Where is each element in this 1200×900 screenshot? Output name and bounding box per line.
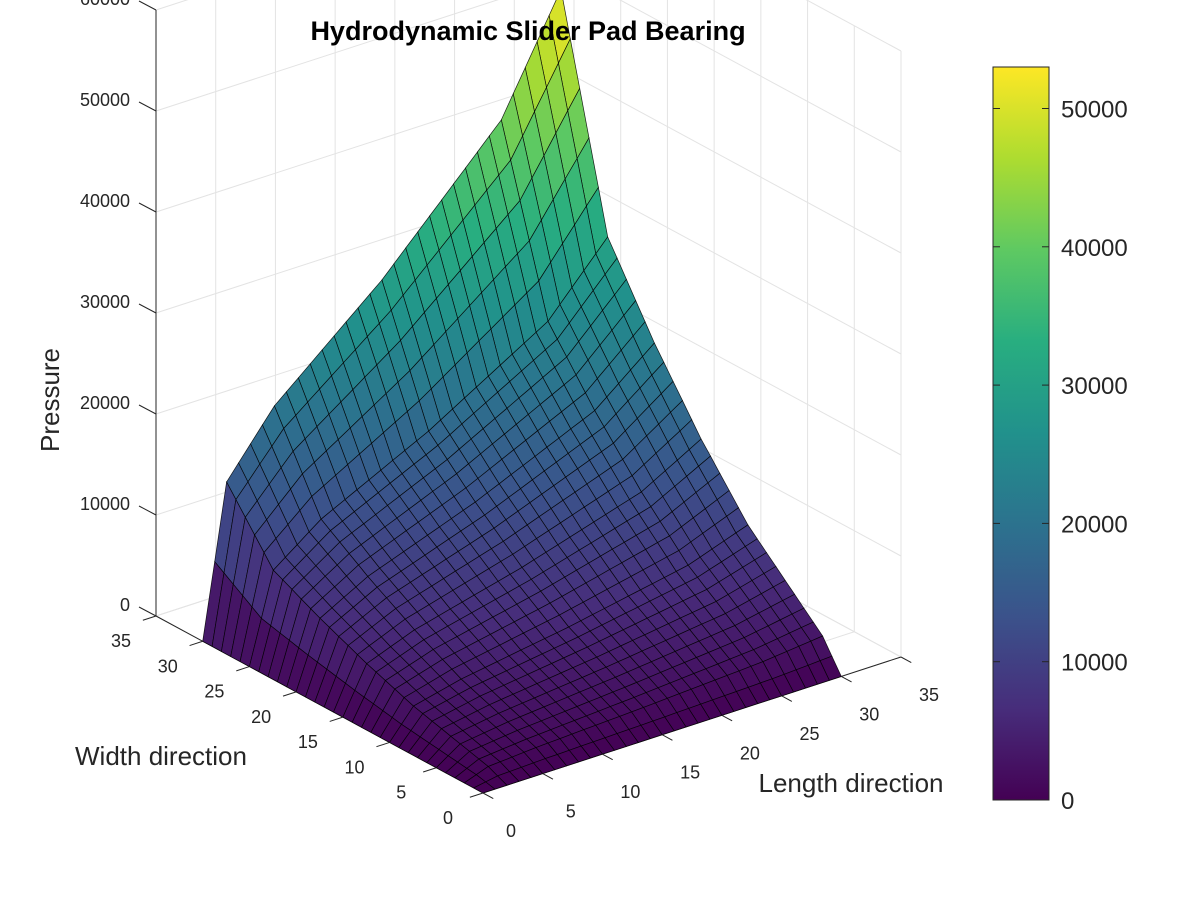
x-tick-label: 5 [566, 802, 576, 822]
x-tick-label: 35 [919, 685, 939, 705]
colorbar-tick-label: 50000 [1061, 96, 1128, 123]
y-tick-label: 5 [396, 783, 406, 803]
colorbar-tick-label: 30000 [1061, 373, 1128, 400]
z-tick-label: 20000 [80, 393, 130, 413]
colorbar: 0 10000 20000 30000 40000 50000 [992, 66, 1128, 815]
y-tick-mark [189, 640, 203, 647]
y-tick-label: 0 [443, 808, 453, 828]
y-tick-mark [422, 767, 437, 773]
colorbar-tick-label: 0 [1061, 788, 1074, 815]
y-tick-mark [469, 792, 484, 798]
colorbar-tick-label: 40000 [1061, 235, 1128, 262]
z-tick-label: 10000 [80, 494, 130, 514]
axis-ticks: 0 5 10 15 20 25 30 35 0 5 10 15 20 25 30 35 0 10000 20000 3… [80, 0, 939, 841]
x-tick-mark [661, 734, 673, 741]
z-tick-mark [138, 404, 157, 415]
z-tick-mark [138, 303, 157, 314]
y-tick-mark [329, 716, 344, 722]
z-tick-mark [138, 606, 157, 617]
x-tick-mark [721, 714, 733, 722]
z-tick-label: 40000 [80, 191, 130, 211]
x-tick-label: 15 [680, 763, 700, 783]
chart-title: Hydrodynamic Slider Pad Bearing [310, 16, 745, 46]
y-tick-label: 35 [111, 631, 131, 651]
x-tick-mark [542, 773, 554, 780]
y-tick-label: 10 [345, 757, 365, 777]
colorbar-tick-label: 10000 [1061, 650, 1128, 677]
colorbar-tick-label: 20000 [1061, 511, 1128, 538]
x-tick-mark [482, 792, 494, 800]
y-tick-mark [236, 666, 250, 672]
y-tick-mark [282, 691, 297, 697]
x-tick-mark [602, 753, 613, 761]
y-tick-label: 25 [204, 682, 224, 702]
pressure-surface [202, 0, 842, 794]
y-tick-label: 15 [298, 732, 318, 752]
x-tick-label: 0 [506, 821, 516, 841]
z-tick-label: 50000 [80, 90, 130, 110]
x-tick-label: 20 [740, 743, 760, 763]
x-tick-mark [841, 675, 852, 683]
y-axis-label: Width direction [75, 741, 247, 771]
y-tick-label: 30 [158, 656, 178, 676]
z-tick-label: 60000 [80, 0, 130, 9]
y-tick-label: 20 [251, 707, 271, 727]
z-axis-label: Pressure [35, 348, 65, 452]
x-tick-mark [781, 695, 793, 702]
y-tick-mark [142, 615, 157, 621]
z-tick-mark [138, 202, 157, 213]
colorbar-gradient [992, 66, 1050, 801]
z-tick-mark [138, 0, 157, 11]
x-tick-label: 10 [620, 782, 640, 802]
x-tick-label: 30 [859, 704, 879, 724]
x-axis-label: Length direction [758, 768, 943, 798]
y-tick-mark [376, 741, 390, 748]
z-tick-label: 30000 [80, 292, 130, 312]
x-tick-mark [900, 656, 912, 664]
z-tick-mark [138, 101, 157, 112]
z-tick-mark [138, 505, 157, 516]
surface-patch [472, 781, 496, 794]
z-tick-label: 0 [120, 595, 130, 615]
x-tick-label: 25 [800, 724, 820, 744]
